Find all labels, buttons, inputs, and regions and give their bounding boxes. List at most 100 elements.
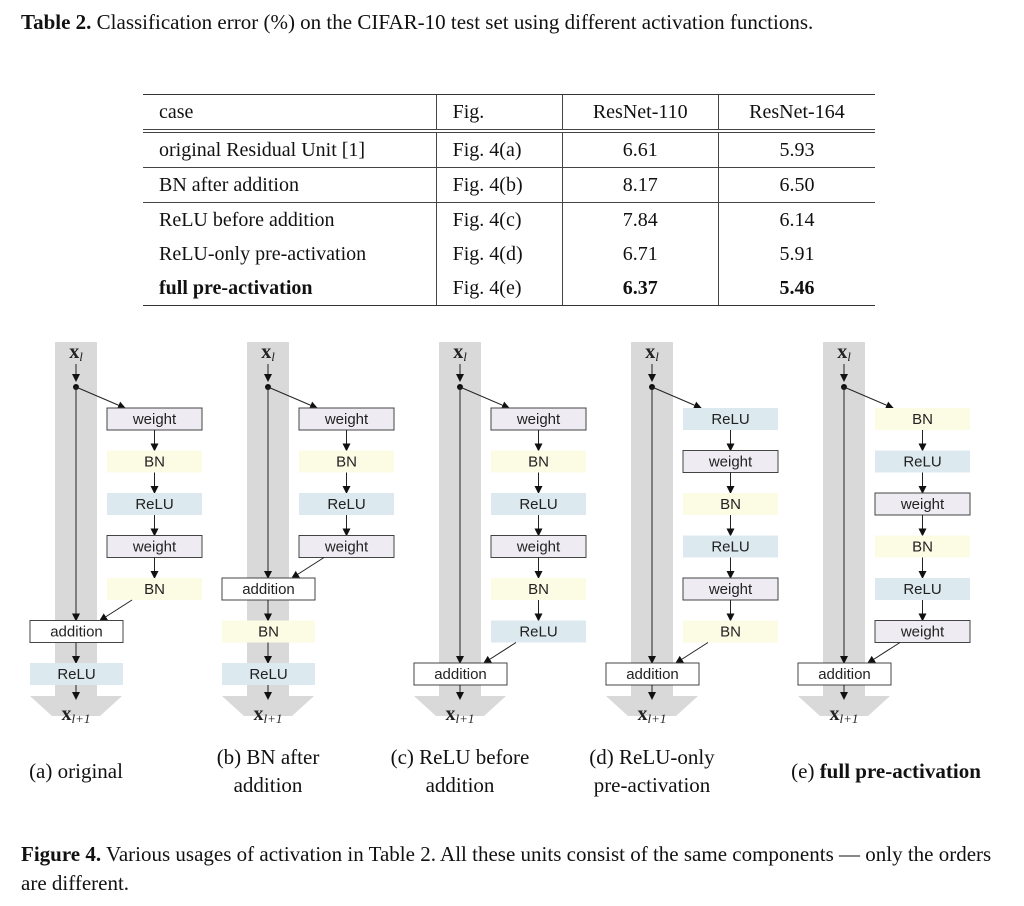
block-label: BN xyxy=(144,581,165,598)
table-caption-text: Classification error (%) on the CIFAR-10… xyxy=(96,10,814,34)
cell-resnet164: 6.14 xyxy=(717,202,875,237)
cell-case: ReLU before addition xyxy=(159,208,335,231)
header-fig: Fig. xyxy=(435,94,563,133)
subfigure-caption-line: (b) BN after xyxy=(216,745,320,769)
cell-resnet164: 5.46 xyxy=(717,271,875,306)
weight-block: weight xyxy=(490,407,587,431)
block-label: BN xyxy=(720,496,741,513)
block-box xyxy=(875,408,970,430)
block-label: ReLU xyxy=(519,496,557,513)
bn-block: BN xyxy=(222,620,315,643)
block-label: BN xyxy=(528,581,549,598)
bn-block: BN xyxy=(107,578,202,600)
block-label: ReLU xyxy=(135,496,173,513)
weight-block: weight xyxy=(874,492,971,516)
block-box xyxy=(683,620,778,643)
weight-block: weight xyxy=(682,450,779,473)
residual-unit-diagrams: xlweightBNReLUweightBNadditionReLUxl+1xl… xyxy=(29,341,971,726)
block-label: ReLU xyxy=(327,496,365,513)
block-label: ReLU xyxy=(249,666,287,683)
block-label: ReLU xyxy=(57,666,95,683)
cell-case: full pre-activation xyxy=(143,271,437,306)
results-table: case Fig. ResNet-110 ResNet-164 original… xyxy=(143,94,875,306)
bn-block: BN xyxy=(107,450,202,473)
block-label: addition xyxy=(50,624,103,641)
figure-caption: Figure 4. Various usages of activation i… xyxy=(21,840,1006,898)
block-box xyxy=(491,493,586,515)
block-box xyxy=(30,663,123,685)
arrow-line xyxy=(291,557,325,579)
block-box xyxy=(683,408,778,430)
figure-caption-text: Various usages of activation in Table 2.… xyxy=(21,842,992,895)
block-box xyxy=(874,620,971,643)
table-row: ReLU before addition Fig. 4(c) 7.84 6.14 xyxy=(143,202,875,237)
weight-block: weight xyxy=(298,535,395,558)
block-label: ReLU xyxy=(903,581,941,598)
block-label: weight xyxy=(900,624,945,641)
relu-block: ReLU xyxy=(107,493,202,515)
cell-fig: Fig. 4(d) xyxy=(435,237,563,271)
subfigure-caption: (e) full pre-activation xyxy=(776,757,996,785)
arrow-line xyxy=(459,386,510,409)
subfigure-caption: (b) BN after addition xyxy=(178,743,358,799)
block-label: ReLU xyxy=(519,624,557,641)
block-label: BN xyxy=(144,454,165,471)
cell-fig: Fig. 4(a) xyxy=(435,131,563,168)
cell-case: original Residual Unit [1] xyxy=(143,131,437,168)
block-label: BN xyxy=(528,454,549,471)
weight-block: weight xyxy=(874,620,971,643)
bn-block: BN xyxy=(683,620,778,643)
block-box xyxy=(875,535,970,558)
block-label: ReLU xyxy=(711,539,749,556)
cell-resnet110: 6.61 xyxy=(561,131,719,168)
header-resnet110: ResNet-110 xyxy=(561,94,719,133)
addition-block: addition xyxy=(797,662,892,686)
bn-block: BN xyxy=(491,578,586,600)
block-box xyxy=(875,578,970,600)
figure-caption-label: Figure 4. xyxy=(21,842,102,866)
block-label: ReLU xyxy=(903,454,941,471)
block-box xyxy=(222,663,315,685)
block-box xyxy=(491,578,586,600)
arrow-line xyxy=(267,386,318,409)
subfigure-caption-line: (c) ReLU before xyxy=(390,745,530,769)
relu-block: ReLU xyxy=(683,408,778,430)
block-box xyxy=(107,450,202,473)
block-box xyxy=(491,620,586,643)
cell-resnet164: 5.91 xyxy=(717,237,875,271)
subfigure-caption: (d) ReLU-only pre-activation xyxy=(562,743,742,799)
arrow-line xyxy=(651,386,702,409)
relu-block: ReLU xyxy=(683,535,778,558)
block-label: ReLU xyxy=(711,411,749,428)
table-header-row: case Fig. ResNet-110 ResNet-164 xyxy=(143,94,875,133)
block-label: addition xyxy=(626,666,679,683)
block-label: BN xyxy=(258,624,279,641)
weight-block: weight xyxy=(682,577,779,601)
block-label: weight xyxy=(132,411,177,428)
block-label: weight xyxy=(324,539,369,556)
subfigure-caption-line: (a) original xyxy=(29,759,123,783)
bn-block: BN xyxy=(875,535,970,558)
block-box xyxy=(222,620,315,643)
addition-block: addition xyxy=(605,662,700,686)
bn-block: BN xyxy=(875,408,970,430)
weight-block: weight xyxy=(490,535,587,558)
subfigure-caption: (c) ReLU before addition xyxy=(370,743,550,799)
arrow-line xyxy=(867,642,901,664)
block-box xyxy=(683,493,778,515)
block-box xyxy=(491,450,586,473)
arrow-line xyxy=(843,386,894,409)
block-box xyxy=(875,450,970,473)
block-label: BN xyxy=(912,411,933,428)
subfigure-caption: (a) original xyxy=(0,757,166,785)
addition-block: addition xyxy=(221,577,316,601)
cell-resnet164: 6.50 xyxy=(717,167,875,203)
cell-case: BN after addition xyxy=(143,167,437,203)
block-label: weight xyxy=(516,539,561,556)
block-box xyxy=(107,578,202,600)
bn-block: BN xyxy=(491,450,586,473)
subfigure-caption-tag: (e) xyxy=(791,759,820,783)
arrow-line xyxy=(675,642,709,664)
subfigure-caption-line: (d) ReLU-only xyxy=(589,745,715,769)
block-box xyxy=(107,493,202,515)
